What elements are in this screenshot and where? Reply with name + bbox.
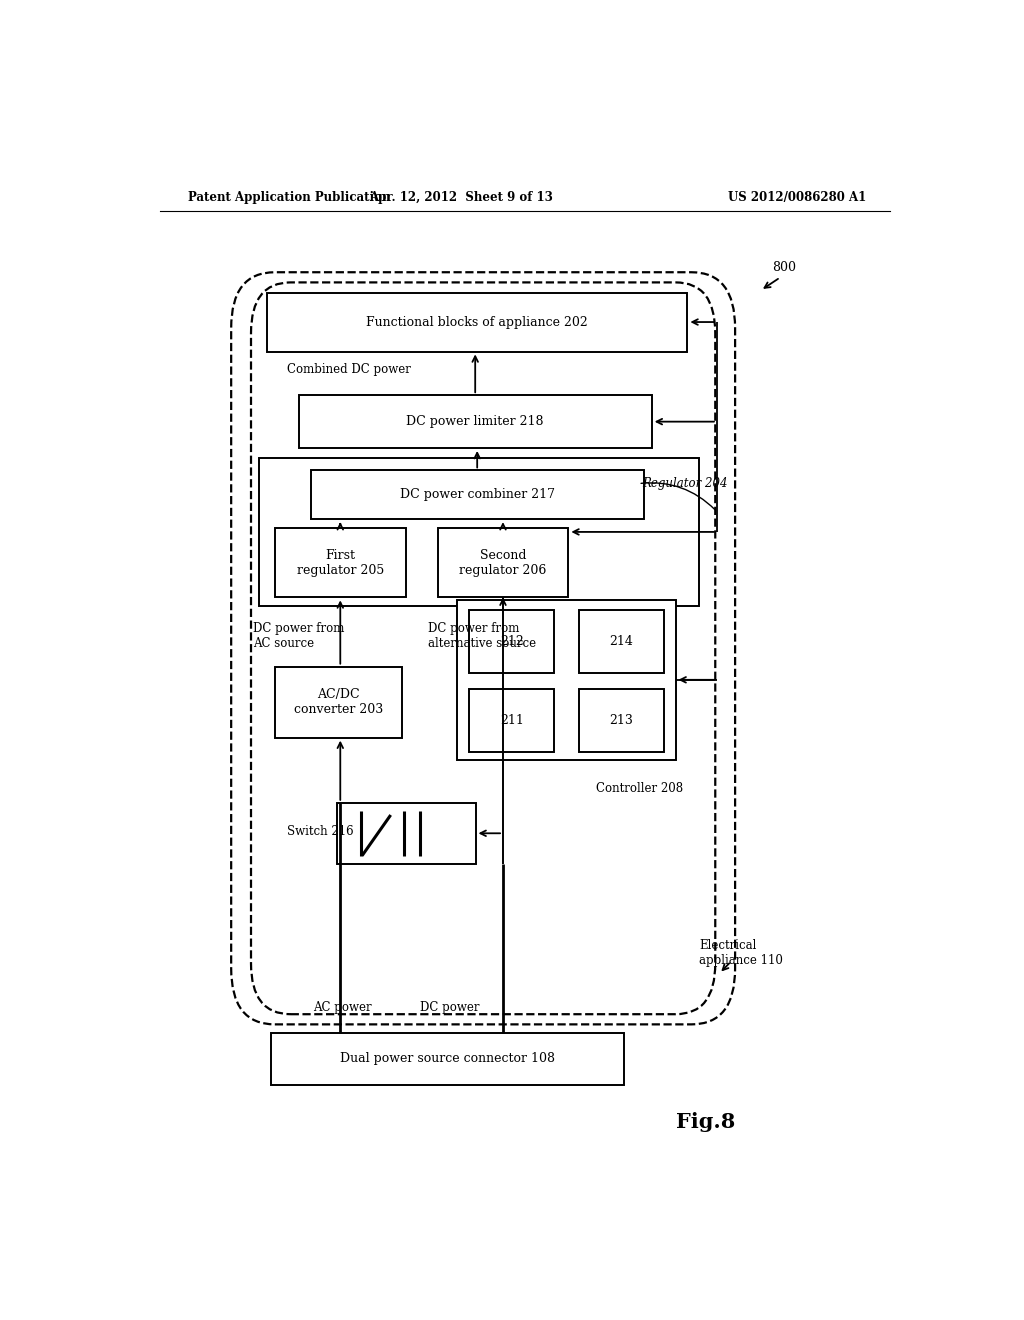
Bar: [579, 610, 664, 673]
Bar: [579, 689, 664, 752]
Text: DC power limiter 218: DC power limiter 218: [407, 416, 544, 428]
Bar: [267, 293, 687, 351]
Bar: [458, 599, 676, 760]
Text: DC power from
alternative source: DC power from alternative source: [428, 622, 537, 651]
Text: Regulator 204: Regulator 204: [642, 477, 728, 490]
Text: DC power from
AC source: DC power from AC source: [253, 622, 345, 651]
Bar: [469, 689, 554, 752]
Text: DC power: DC power: [420, 1001, 479, 1014]
Text: 214: 214: [609, 635, 633, 648]
Text: Electrical
appliance 110: Electrical appliance 110: [699, 940, 783, 968]
Text: Combined DC power: Combined DC power: [287, 363, 411, 376]
Text: DC power combiner 217: DC power combiner 217: [399, 488, 555, 502]
Bar: [310, 470, 644, 519]
Bar: [469, 610, 554, 673]
Text: 212: 212: [500, 635, 523, 648]
Text: Second
regulator 206: Second regulator 206: [460, 549, 547, 577]
Bar: [437, 528, 568, 598]
Text: 800: 800: [772, 261, 797, 275]
Bar: [259, 458, 699, 606]
Text: Dual power source connector 108: Dual power source connector 108: [340, 1052, 555, 1065]
Text: Controller 208: Controller 208: [596, 781, 683, 795]
Text: 211: 211: [500, 714, 523, 727]
Bar: [270, 1032, 624, 1085]
Bar: [274, 528, 406, 598]
Text: Apr. 12, 2012  Sheet 9 of 13: Apr. 12, 2012 Sheet 9 of 13: [370, 190, 553, 203]
Bar: [299, 395, 652, 447]
Text: 213: 213: [609, 714, 633, 727]
Text: First
regulator 205: First regulator 205: [297, 549, 384, 577]
Text: Functional blocks of appliance 202: Functional blocks of appliance 202: [367, 315, 588, 329]
Bar: [337, 803, 475, 863]
Text: Patent Application Publication: Patent Application Publication: [187, 190, 390, 203]
Text: Switch 216: Switch 216: [287, 825, 353, 838]
Text: AC/DC
converter 203: AC/DC converter 203: [294, 688, 383, 717]
Text: US 2012/0086280 A1: US 2012/0086280 A1: [728, 190, 866, 203]
Text: AC power: AC power: [313, 1001, 372, 1014]
Text: Fig.8: Fig.8: [676, 1111, 735, 1133]
Bar: [274, 667, 401, 738]
